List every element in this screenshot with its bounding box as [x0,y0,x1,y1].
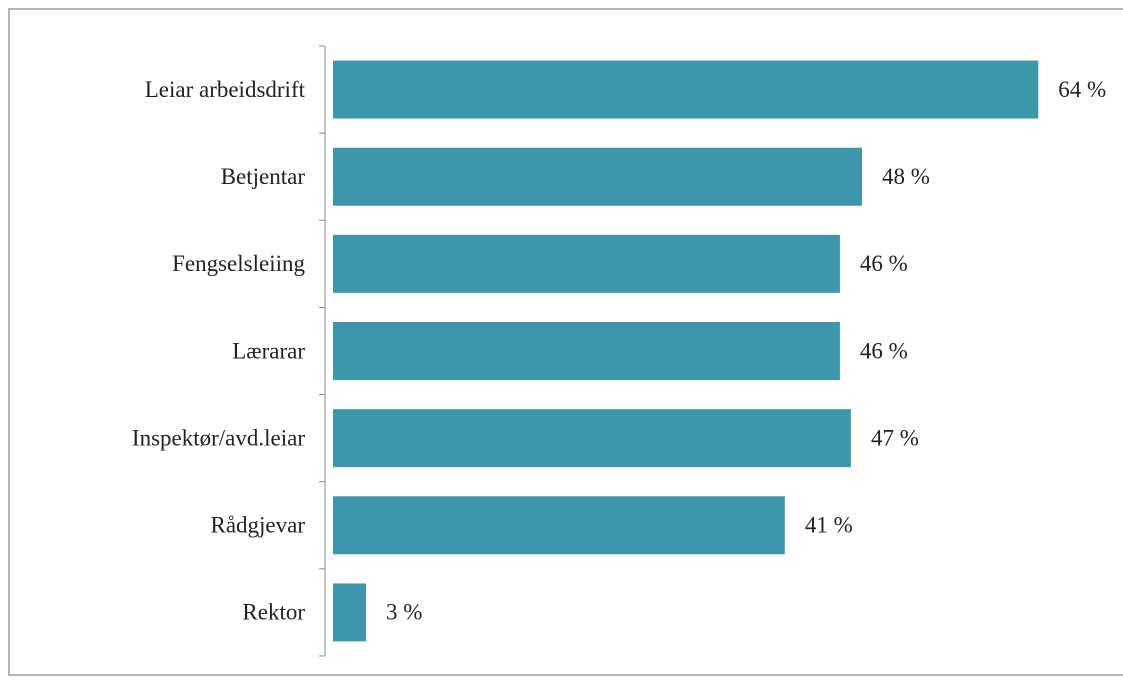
category-label: Rektor [242,600,305,625]
bar [333,409,851,468]
category-label: Fengselsleiing [172,251,305,276]
value-label: 3 % [386,600,422,625]
frame [8,8,1123,676]
bar [333,147,862,206]
category-label: Leiar arbeidsdrift [145,77,306,102]
value-label: 47 % [871,425,919,450]
category-label: Rådgjevar [210,513,305,538]
bar [333,496,785,555]
bar [333,234,840,293]
bar [333,583,367,642]
category-label: Betjentar [221,164,306,189]
value-label: 46 % [860,251,908,276]
value-label: 64 % [1058,77,1106,102]
bar [333,322,840,380]
value-label: 41 % [805,513,853,538]
bar [333,60,1039,119]
value-label: 48 % [882,164,930,189]
value-label: 46 % [860,338,908,363]
category-label: Inspektør/avd.leiar [132,425,305,450]
category-label: Lærarar [232,338,305,363]
